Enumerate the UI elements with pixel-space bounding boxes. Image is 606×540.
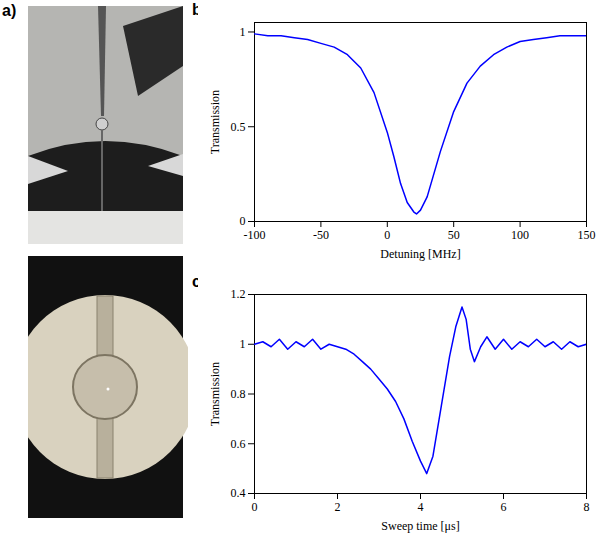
- svg-text:150: 150: [578, 228, 596, 242]
- html-text:c): c): [192, 273, 207, 290]
- svg-text:4: 4: [418, 500, 424, 514]
- svg-text:0: 0: [384, 228, 390, 242]
- svg-text:Transmission: Transmission: [208, 362, 222, 426]
- svg-text:2: 2: [335, 500, 341, 514]
- svg-text:50: 50: [448, 228, 460, 242]
- svg-text:Sweep time [μs]: Sweep time [μs]: [381, 519, 459, 533]
- svg-text:0.8: 0.8: [231, 387, 246, 401]
- svg-text:0: 0: [252, 500, 258, 514]
- svg-text:1: 1: [240, 25, 246, 39]
- html-text:b): b): [192, 1, 208, 18]
- html-text:a): a): [2, 2, 17, 19]
- svg-text:Detuning [MHz]: Detuning [MHz]: [380, 247, 460, 261]
- svg-text:Transmission: Transmission: [208, 90, 222, 154]
- svg-text:1.2: 1.2: [231, 287, 246, 301]
- svg-text:0.4: 0.4: [231, 486, 246, 500]
- svg-text:1: 1: [240, 337, 246, 351]
- svg-text:0.6: 0.6: [231, 437, 246, 451]
- svg-text:8: 8: [584, 500, 590, 514]
- svg-text:100: 100: [511, 228, 529, 242]
- svg-text:6: 6: [501, 500, 507, 514]
- svg-text:0: 0: [240, 214, 246, 228]
- svg-text:0.5: 0.5: [231, 120, 246, 134]
- svg-text:-50: -50: [313, 228, 329, 242]
- svg-text:-100: -100: [244, 228, 266, 242]
